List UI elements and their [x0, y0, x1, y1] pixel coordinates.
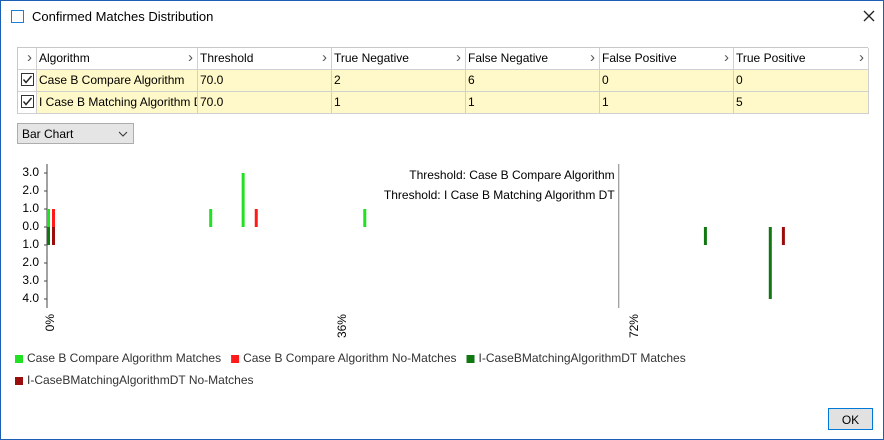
window-title: Confirmed Matches Distribution [32, 9, 214, 24]
table-cell: 6 [466, 70, 600, 92]
table-cell: 70.0 [198, 70, 332, 92]
table-cell: 2 [332, 70, 466, 92]
legend-label: I-CaseBMatchingAlgorithmDT Matches [479, 351, 686, 365]
table-cell: 1 [332, 92, 466, 114]
table-cell: 1 [600, 92, 734, 114]
column-header: Threshold › [198, 48, 332, 70]
y-tick-label: 2.0 [22, 183, 39, 197]
bar [768, 227, 772, 299]
column-header: Algorithm › [37, 48, 198, 70]
legend-swatch [15, 377, 23, 385]
y-tick-label: 3.0 [22, 165, 39, 179]
bar [781, 227, 785, 245]
table-cell: 0 [734, 70, 869, 92]
x-tick-label: 72% [627, 314, 641, 338]
legend-swatch [15, 355, 23, 363]
threshold-label: Threshold: I Case B Matching Algorithm D… [384, 188, 615, 202]
legend-label: Case B Compare Algorithm No-Matches [243, 351, 456, 365]
y-tick-label: 3.0 [22, 273, 39, 287]
bar [47, 227, 50, 245]
table-cell: 70.0 [198, 92, 332, 114]
bar [254, 209, 258, 227]
threshold-label: Threshold: Case B Compare Algorithm [409, 168, 614, 182]
x-tick-label: 0% [43, 314, 57, 332]
legend-swatch [466, 355, 475, 363]
column-header: False Positive › [600, 48, 734, 70]
bar [241, 173, 245, 227]
table-cell: 0 [600, 70, 734, 92]
table-cell: 5 [734, 92, 869, 114]
header-cell: › [18, 48, 37, 70]
row-checkbox[interactable] [18, 92, 37, 114]
results-table: › Algorithm › Threshold › True Negative › False… [17, 47, 869, 114]
close-button[interactable] [862, 9, 876, 23]
column-header: False Negative › [466, 48, 600, 70]
ok-button[interactable]: OK [828, 408, 873, 430]
y-tick-label: 1.0 [22, 237, 39, 251]
chart-type-dropdown[interactable]: Bar Chart [17, 123, 134, 144]
legend-label: I-CaseBMatchingAlgorithmDT No-Matches [27, 373, 254, 387]
x-tick-label: 36% [335, 314, 349, 338]
y-tick-label: 0.0 [22, 219, 39, 233]
bar [52, 209, 55, 227]
window-icon [11, 10, 24, 23]
y-tick-label: 1.0 [22, 201, 39, 215]
column-header: True Negative › [332, 48, 466, 70]
y-tick-label: 4.0 [22, 291, 39, 305]
bar [363, 209, 367, 227]
row-checkbox[interactable] [18, 70, 37, 92]
chart: 3.0 2.0 1.0 0.0 1.0 2.0 3.0 4.0 0% 36% 72% Threshol… [15, 164, 785, 387]
table-cell: 1 [466, 92, 600, 114]
y-tick-label: 2.0 [22, 255, 39, 269]
legend-swatch [231, 355, 240, 363]
column-header: True Positive › [734, 48, 869, 70]
table-cell: I Case B Matching Algorithm DT [37, 92, 198, 114]
table-cell: Case B Compare Algorithm [37, 70, 198, 92]
legend-label: Case B Compare Algorithm Matches [27, 351, 221, 365]
bar [209, 209, 213, 227]
bar [703, 227, 707, 245]
dropdown-value: Bar Chart [22, 127, 74, 141]
bar [52, 227, 55, 245]
bar [47, 209, 50, 227]
